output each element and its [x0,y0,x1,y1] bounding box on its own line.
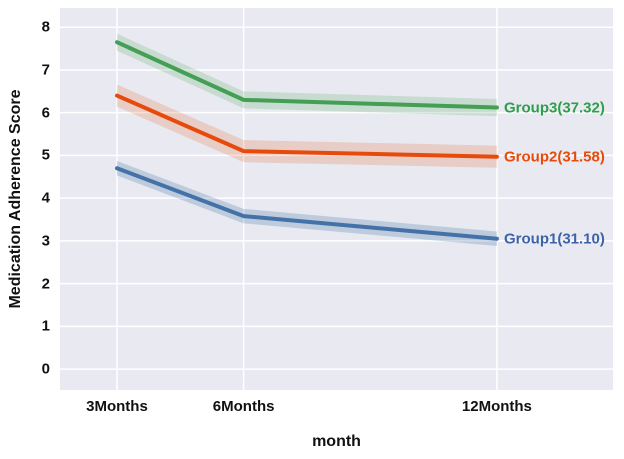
x-tick-label-12months: 12Months [461,398,532,415]
confidence-band-group1 [116,160,497,247]
y-tick-label-0: 0 [41,360,50,378]
x-tick-label-6months: 6Months [212,398,275,415]
y-tick-label-5: 5 [41,146,50,164]
line-group2 [114,93,499,159]
series-label-group3: Group3(37.32) [504,99,605,117]
y-tick-label-6: 6 [41,104,50,122]
x-axis-title: month [312,433,361,450]
series-label-group1: Group1(31.10) [504,230,605,248]
plot-background [60,8,613,390]
series-label-group2: Group2(31.58) [504,148,605,166]
confidence-band-group2 [116,84,497,168]
y-tick-label-4: 4 [41,189,50,207]
x-tick-label-3months: 3Months [86,398,148,415]
y-tick-label-3: 3 [41,232,50,250]
y-tick-label-8: 8 [41,18,50,36]
y-tick-label-7: 7 [41,61,50,79]
line-group1 [114,166,499,241]
y-tick-label-2: 2 [41,275,50,293]
y-tick-label-1: 1 [41,317,50,335]
line-group3 [114,40,499,110]
